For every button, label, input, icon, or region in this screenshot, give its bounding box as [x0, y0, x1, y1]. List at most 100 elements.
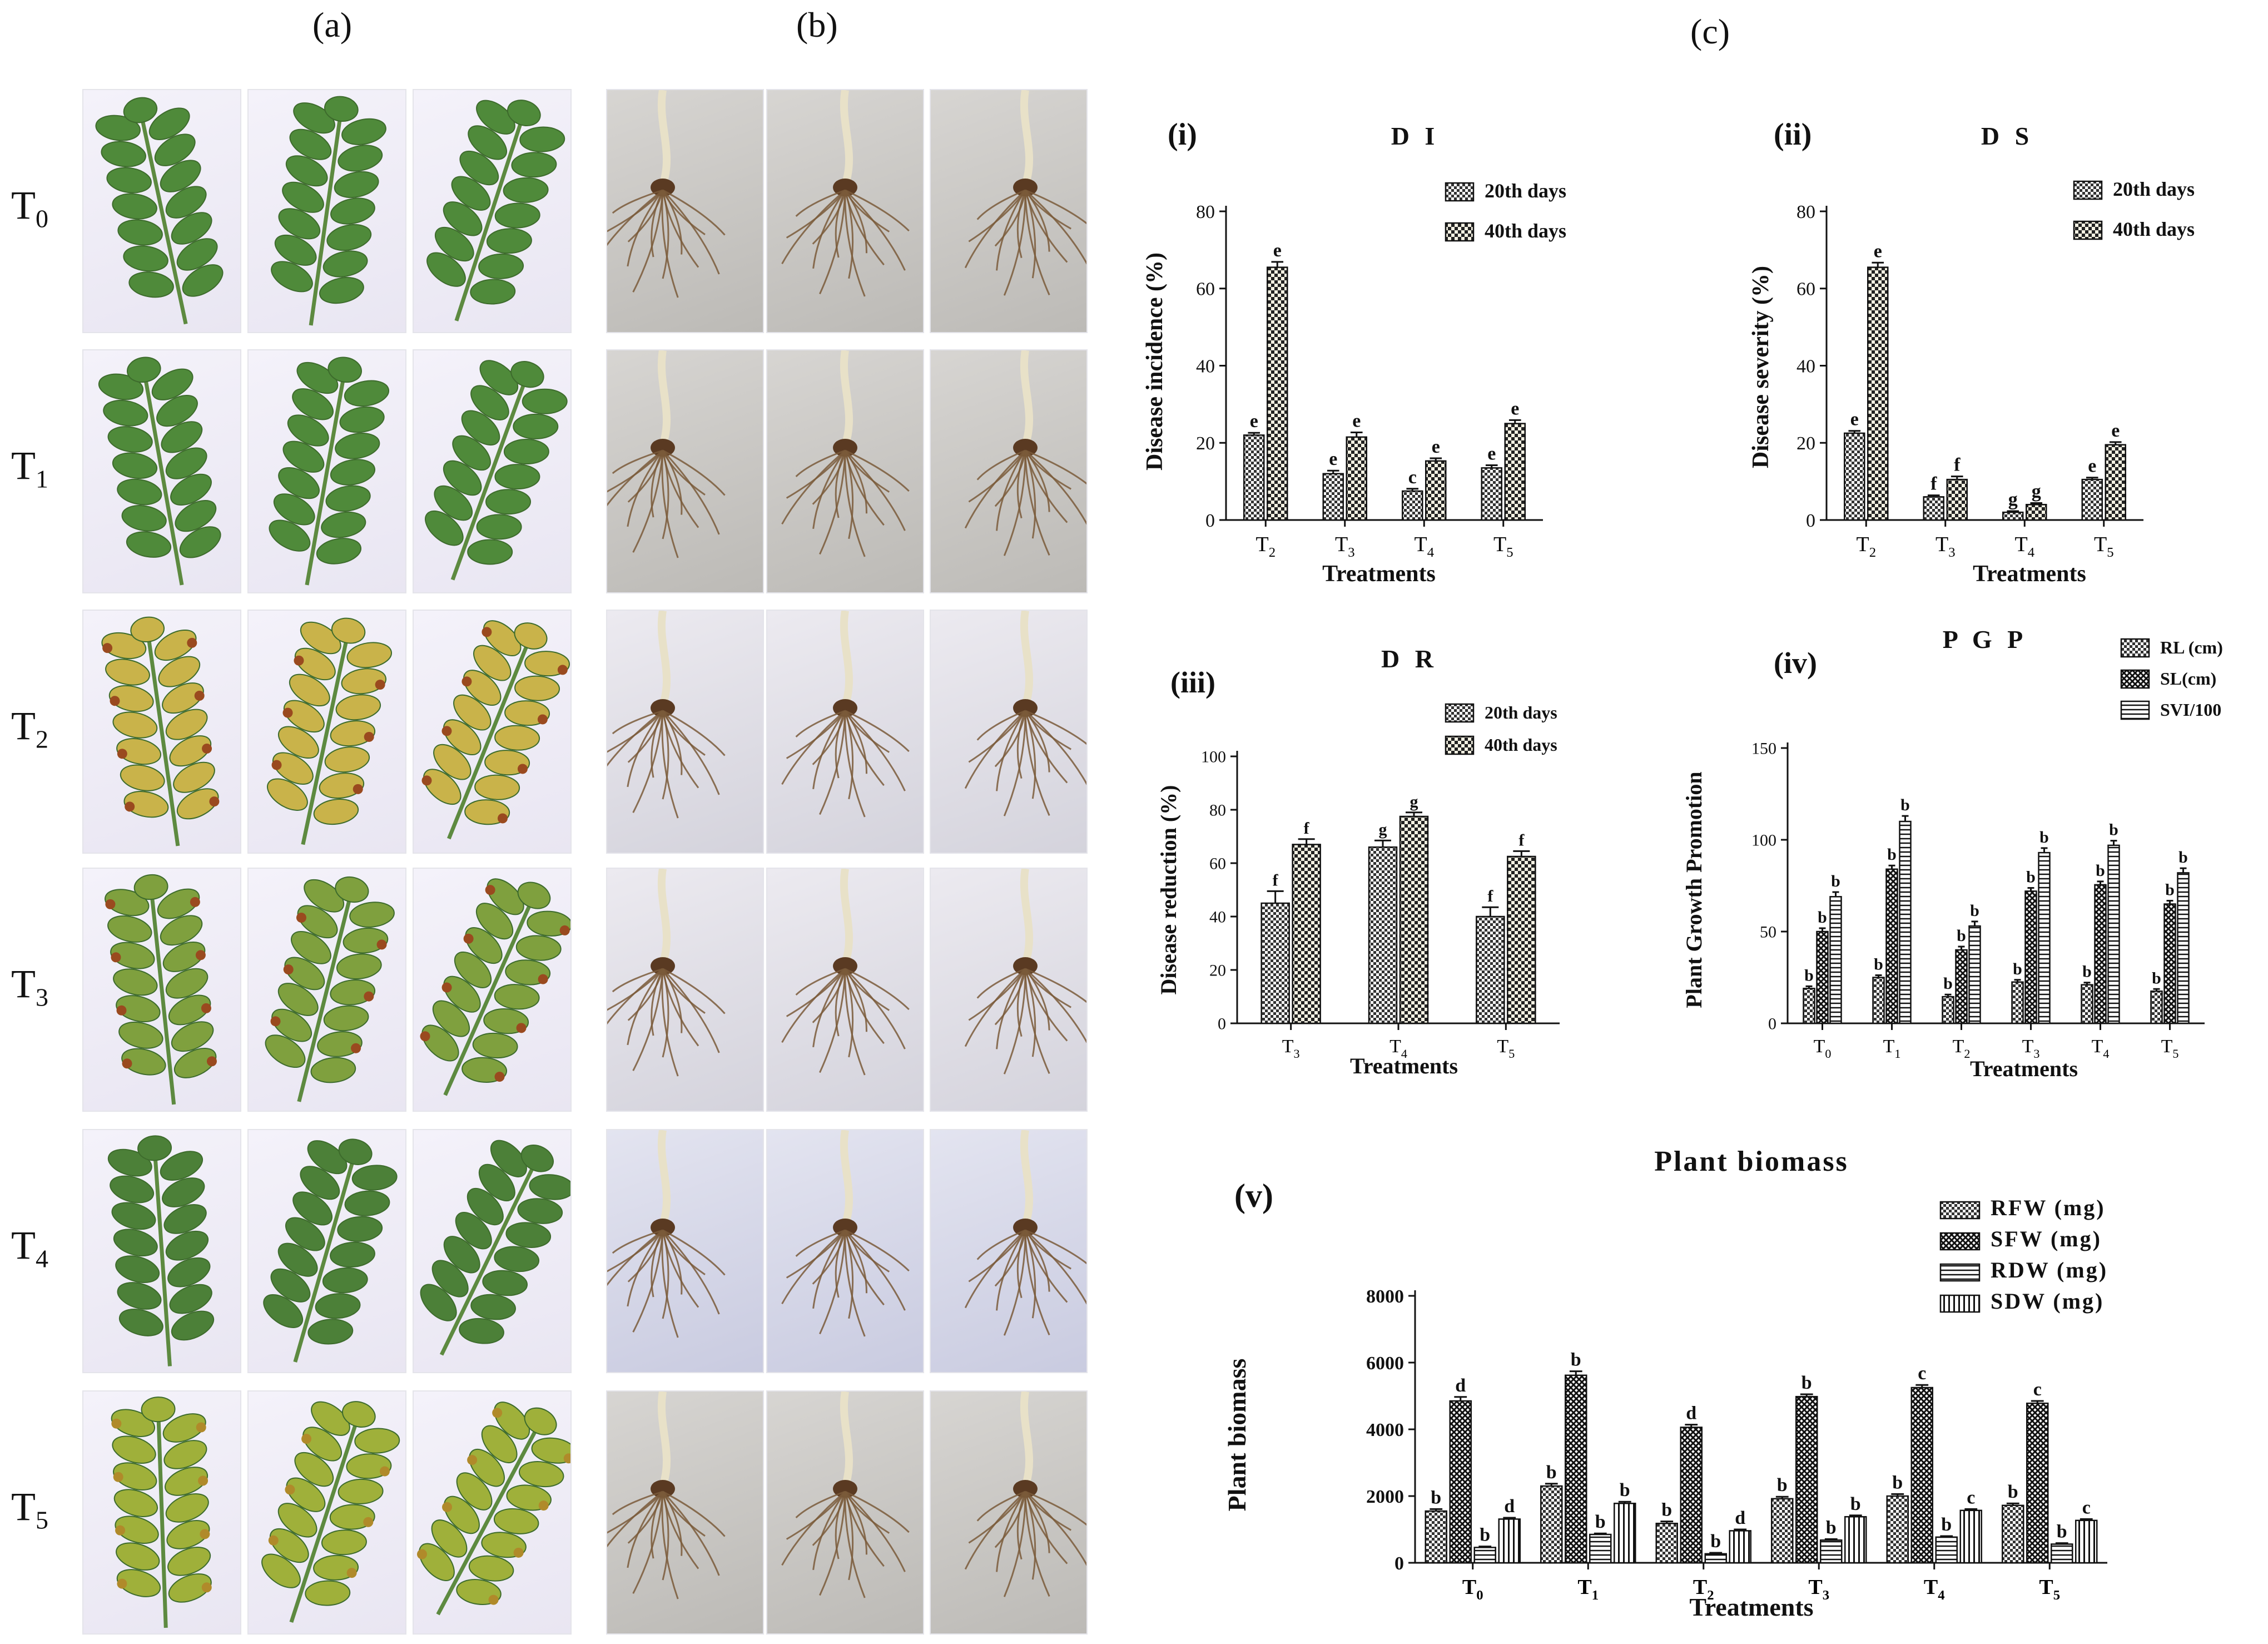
- row-label-sub: 4: [35, 1244, 48, 1272]
- significance-letter: c: [1967, 1487, 1975, 1508]
- root-photo: [766, 349, 924, 593]
- chart-title: P G P: [1943, 625, 2027, 653]
- bar: [1729, 1530, 1751, 1564]
- significance-letter: b: [2013, 960, 2022, 978]
- chart-iii: (iii) D R 0 20 40 60 80 100 Disease reduction (%…: [1156, 645, 1560, 1078]
- x-axis-label: Treatments: [1350, 1053, 1458, 1078]
- legend-label: 40th days: [1485, 220, 1566, 242]
- bar: [1260, 902, 1290, 1024]
- bar: [1655, 1522, 1678, 1564]
- axis-lines: [1786, 742, 2205, 1024]
- error-bar: [2080, 1518, 2093, 1521]
- root-photo: [606, 868, 764, 1112]
- leaf-photo: [413, 349, 572, 593]
- bar: [2051, 1543, 2073, 1564]
- x-tick-label-sub: 5: [2172, 1047, 2178, 1061]
- y-tick-label: 80: [1796, 202, 1815, 222]
- error-bar: [1775, 1496, 1789, 1499]
- bar: [2026, 1402, 2049, 1564]
- bar: [1504, 423, 1526, 521]
- x-tick-label: T5: [1497, 1036, 1515, 1061]
- error-bar: [1824, 1538, 1838, 1541]
- x-tick-label: T2: [1953, 1036, 1971, 1061]
- bar: [1322, 473, 1344, 521]
- root-photo: [930, 868, 1088, 1112]
- x-tick-label-base: T: [1856, 533, 1869, 556]
- root-photo: [930, 89, 1088, 333]
- leaf-photo: [82, 1129, 241, 1373]
- x-tick-label-sub: 3: [1948, 545, 1955, 560]
- bar: [2002, 1504, 2024, 1564]
- significance-letter: b: [1887, 845, 1897, 864]
- x-tick-label-base: T: [1497, 1036, 1508, 1057]
- error-bar: [1915, 1384, 1929, 1388]
- error-bar: [2006, 1502, 2019, 1506]
- error-bar: [1819, 927, 1826, 932]
- y-tick-label: 80: [1209, 801, 1226, 820]
- x-tick-label-sub: 4: [1401, 1047, 1407, 1061]
- root-photo: [606, 610, 764, 854]
- row-label-base: T: [11, 1222, 36, 1267]
- x-tick-label-base: T: [1389, 1036, 1401, 1057]
- x-tick-label-base: T: [2022, 1036, 2034, 1057]
- leaf-photo: [247, 610, 406, 854]
- panel-label-c: (c): [1690, 12, 1730, 51]
- error-bar: [1832, 891, 1839, 897]
- significance-letter: b: [1941, 1514, 1952, 1535]
- x-tick-label-sub: 5: [2107, 545, 2113, 560]
- x-tick-label-base: T: [1335, 533, 1348, 556]
- x-axis-label: Treatments: [1689, 1593, 1813, 1621]
- significance-letter: f: [1954, 455, 1961, 476]
- bar: [2150, 991, 2163, 1024]
- y-tick-label: 0: [1806, 511, 1815, 531]
- legend-swatch: [2073, 180, 2103, 200]
- significance-letter: b: [1431, 1487, 1441, 1508]
- bar: [1795, 1395, 1818, 1564]
- significance-letter: b: [1777, 1475, 1788, 1496]
- error-bar: [1271, 261, 1284, 268]
- significance-letter: f: [1930, 474, 1937, 494]
- row-label-base: T: [11, 182, 36, 227]
- root-photo: [930, 610, 1088, 854]
- significance-letter: b: [1943, 974, 1953, 993]
- error-bar: [1298, 838, 1315, 845]
- bar: [1565, 1374, 1587, 1564]
- x-tick-label-sub: 4: [2103, 1047, 2109, 1061]
- chart-title: D S: [1981, 122, 2033, 150]
- significance-letter: b: [2057, 1522, 2067, 1542]
- leaf-photo: [413, 610, 572, 854]
- bar: [1704, 1553, 1727, 1564]
- bar: [1872, 977, 1885, 1024]
- error-bar: [1503, 1517, 1516, 1519]
- x-tick-label: T1: [1577, 1576, 1599, 1603]
- bar: [1885, 868, 1898, 1024]
- y-tick-label: 2000: [1366, 1487, 1404, 1507]
- legend-label: 40th days: [2113, 218, 2195, 240]
- x-tick-label-base: T: [1255, 533, 1268, 556]
- significance-letter: b: [1892, 1472, 1903, 1493]
- leaf-photo: [82, 868, 241, 1112]
- root-photo: [930, 1129, 1088, 1373]
- y-tick-label: 80: [1196, 202, 1215, 222]
- leaf-photo: [413, 1390, 572, 1635]
- root-photo: [766, 89, 924, 333]
- significance-letter: f: [1518, 831, 1525, 849]
- bar: [1771, 1498, 1794, 1564]
- bar: [1476, 915, 1505, 1024]
- leaf-photo: [82, 349, 241, 593]
- root-photo: [766, 868, 924, 1112]
- x-tick-label-sub: 3: [1823, 1588, 1829, 1603]
- error-bar: [1594, 1532, 1607, 1534]
- significance-letter: b: [2039, 828, 2049, 846]
- bar: [2002, 511, 2024, 521]
- x-tick-label: T2: [1693, 1576, 1714, 1603]
- bar: [2163, 903, 2176, 1024]
- root-photo: [606, 89, 764, 333]
- significance-letter: b: [1661, 1500, 1672, 1521]
- chart-tag: (i): [1168, 117, 1197, 152]
- significance-letter: g: [2032, 481, 2041, 502]
- chart-tag: (iii): [1170, 666, 1215, 699]
- y-tick-label: 6000: [1366, 1353, 1404, 1374]
- bar: [1803, 988, 1815, 1024]
- x-tick-label-sub: 2: [1269, 545, 1276, 560]
